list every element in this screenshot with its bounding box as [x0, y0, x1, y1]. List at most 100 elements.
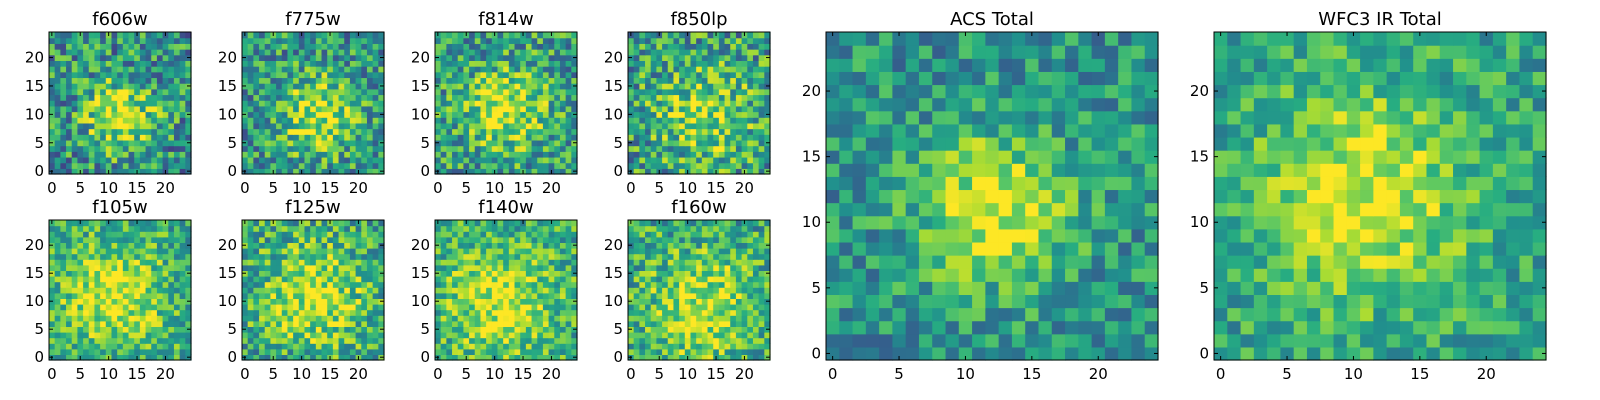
heatmap-cell: [310, 292, 317, 299]
heatmap-cell: [321, 66, 328, 73]
heatmap-cell: [372, 287, 379, 294]
heatmap-cell: [122, 83, 130, 90]
heatmap-cell: [662, 281, 669, 288]
heatmap-cell: [435, 309, 442, 316]
heatmap-cell: [264, 60, 271, 67]
heatmap-cell: [310, 326, 317, 333]
heatmap-cell: [531, 264, 538, 271]
heatmap-cell: [315, 128, 323, 135]
heatmap-cell: [117, 220, 124, 227]
heatmap-cell: [105, 242, 113, 249]
heatmap-cell: [117, 337, 124, 344]
heatmap-cell: [60, 139, 67, 147]
heatmap-cell: [77, 156, 84, 164]
heatmap-cell: [690, 348, 697, 355]
heatmap-cell: [83, 145, 90, 152]
heatmap-cell: [639, 83, 646, 90]
heatmap-cell: [474, 100, 482, 107]
heatmap-cell: [537, 77, 544, 84]
heatmap-cell: [179, 264, 186, 271]
heatmap-cell: [293, 287, 300, 294]
heatmap-cell: [332, 37, 340, 44]
heatmap-cell: [701, 54, 709, 61]
heatmap-cell: [457, 304, 464, 311]
heatmap-cell: [83, 348, 90, 355]
heatmap-cell: [49, 162, 56, 169]
heatmap-cell: [293, 122, 300, 130]
heatmap-cell: [645, 128, 652, 135]
heatmap-cell: [321, 242, 328, 249]
heatmap-cell: [242, 281, 249, 288]
heatmap-cell: [514, 134, 521, 141]
heatmap-cell: [83, 315, 90, 322]
heatmap-cell: [667, 315, 675, 322]
heatmap-cell: [179, 354, 186, 361]
heatmap-cell: [514, 248, 521, 255]
heatmap-cell: [111, 270, 118, 277]
heatmap-cell: [344, 253, 351, 260]
heatmap-cell: [111, 122, 118, 130]
heatmap-cell: [60, 43, 67, 50]
heatmap-cell: [287, 225, 294, 232]
heatmap-cell: [758, 54, 765, 61]
heatmap-cell: [60, 128, 67, 135]
heatmap-cell: [173, 348, 181, 355]
heatmap-cell: [66, 231, 73, 238]
heatmap-cell: [100, 32, 107, 39]
heatmap-cell: [707, 348, 714, 355]
heatmap-cell: [480, 259, 487, 266]
heatmap-cell: [707, 66, 714, 73]
heatmap-cell: [83, 326, 90, 333]
heatmap-cell: [480, 337, 487, 344]
heatmap-cell: [173, 43, 181, 50]
heatmap-cell: [486, 156, 493, 164]
heatmap-cell: [287, 337, 294, 344]
heatmap-cell: [508, 60, 516, 67]
heatmap-cell: [66, 43, 73, 50]
heatmap-cell: [650, 66, 657, 73]
heatmap-cell: [701, 332, 709, 339]
heatmap-cell: [542, 168, 550, 175]
heatmap-cell: [315, 276, 323, 283]
heatmap-cell: [270, 298, 277, 305]
heatmap-cell: [156, 253, 164, 260]
heatmap-cell: [287, 105, 294, 113]
heatmap-cell: [656, 343, 663, 350]
heatmap-cell: [247, 88, 254, 96]
heatmap-cell: [60, 343, 67, 350]
heatmap-cell: [503, 287, 510, 294]
heatmap-cell: [633, 168, 640, 175]
heatmap-cell: [497, 156, 504, 164]
heatmap-cell: [758, 354, 765, 361]
panel-title: f775w: [285, 9, 340, 30]
heatmap-cell: [264, 122, 271, 130]
heatmap-cell: [554, 298, 561, 305]
heatmap-cell: [298, 231, 306, 238]
y-tick-label: 10: [218, 292, 237, 310]
heatmap-cell: [701, 94, 709, 101]
heatmap-cell: [758, 122, 765, 130]
heatmap-cell: [537, 122, 544, 130]
heatmap-cell: [281, 281, 289, 288]
y-tick-label: 20: [218, 236, 237, 254]
heatmap-cell: [111, 332, 118, 339]
heatmap-cell: [628, 281, 635, 288]
heatmap-cell: [480, 60, 487, 67]
heatmap-cell: [111, 60, 118, 67]
heatmap-cell: [253, 122, 260, 130]
heatmap-cell: [338, 253, 345, 260]
heatmap-cell: [480, 100, 487, 107]
heatmap-cell: [349, 134, 357, 141]
heatmap-cell: [520, 348, 527, 355]
heatmap-cell: [94, 71, 101, 79]
heatmap-cell: [559, 145, 567, 152]
heatmap-cell: [378, 276, 385, 283]
heatmap-cell: [168, 315, 175, 322]
heatmap-cell: [497, 145, 504, 152]
heatmap-cell: [446, 292, 453, 299]
heatmap-cell: [122, 111, 130, 118]
heatmap-cell: [735, 281, 743, 288]
heatmap-cell: [327, 292, 334, 299]
heatmap-cell: [321, 281, 328, 288]
heatmap-cell: [105, 122, 113, 130]
